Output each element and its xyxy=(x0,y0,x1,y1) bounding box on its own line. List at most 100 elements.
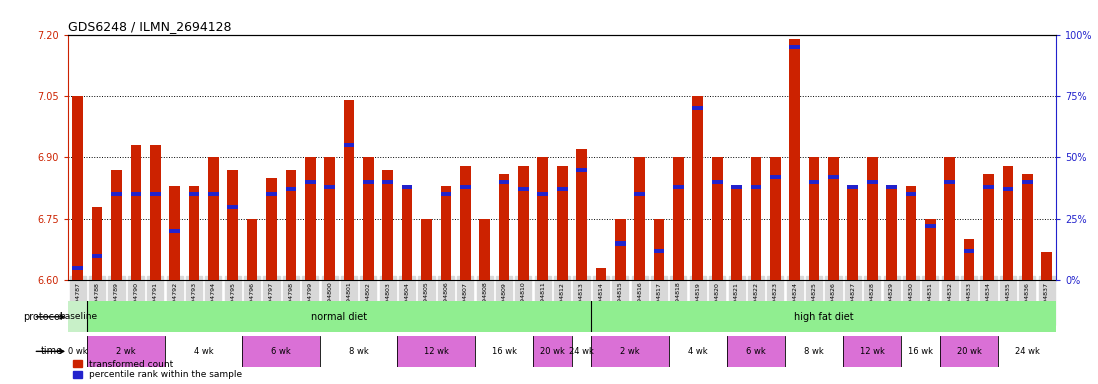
Bar xyxy=(925,224,935,228)
Bar xyxy=(169,229,180,233)
Bar xyxy=(88,301,591,332)
Bar xyxy=(189,186,200,280)
Text: 6 wk: 6 wk xyxy=(271,347,291,356)
Bar xyxy=(305,180,315,184)
Bar xyxy=(344,143,355,147)
Bar xyxy=(68,301,88,332)
Text: GDS6248 / ILMN_2694128: GDS6248 / ILMN_2694128 xyxy=(68,20,232,33)
Bar xyxy=(653,249,664,253)
Bar xyxy=(848,185,859,189)
Bar xyxy=(480,219,490,280)
Text: 24 wk: 24 wk xyxy=(569,347,594,356)
Bar xyxy=(712,157,722,280)
Bar xyxy=(169,186,180,280)
Bar xyxy=(397,336,475,367)
Text: 20 wk: 20 wk xyxy=(540,347,565,356)
Bar xyxy=(1022,174,1032,280)
Bar xyxy=(324,157,335,280)
Bar xyxy=(363,157,373,280)
Bar xyxy=(998,336,1056,367)
Bar xyxy=(227,205,238,209)
Bar xyxy=(131,145,142,280)
Bar xyxy=(901,336,940,367)
Text: 2 wk: 2 wk xyxy=(116,347,136,356)
Bar xyxy=(150,145,160,280)
Bar xyxy=(402,186,413,280)
Bar xyxy=(595,268,606,280)
Bar xyxy=(576,168,587,172)
Bar xyxy=(731,186,742,280)
Bar xyxy=(165,336,243,367)
Bar xyxy=(440,186,451,280)
Bar xyxy=(88,336,165,367)
Bar xyxy=(944,157,955,280)
Bar xyxy=(285,170,296,280)
Text: normal diet: normal diet xyxy=(312,312,368,322)
Bar xyxy=(591,301,1056,332)
Bar xyxy=(518,166,529,280)
Bar xyxy=(673,185,684,189)
Bar xyxy=(906,192,916,196)
Bar xyxy=(285,187,296,192)
Bar xyxy=(843,336,901,367)
Bar xyxy=(324,185,335,189)
Bar xyxy=(731,185,742,189)
Text: 8 wk: 8 wk xyxy=(804,347,824,356)
Bar xyxy=(669,336,727,367)
Text: baseline: baseline xyxy=(58,312,97,321)
Bar xyxy=(964,249,974,253)
Bar xyxy=(1041,252,1052,280)
Bar xyxy=(305,157,315,280)
Text: 8 wk: 8 wk xyxy=(349,347,369,356)
Bar xyxy=(886,186,897,280)
Bar xyxy=(944,180,955,184)
Bar xyxy=(727,336,785,367)
Bar xyxy=(344,100,355,280)
Bar xyxy=(940,336,998,367)
Bar xyxy=(712,180,722,184)
Bar xyxy=(460,185,471,189)
Bar xyxy=(440,192,451,196)
Bar xyxy=(789,39,800,280)
Bar xyxy=(557,187,568,192)
Bar xyxy=(557,166,568,280)
Bar xyxy=(72,96,83,280)
Bar xyxy=(828,175,839,179)
Bar xyxy=(266,178,277,280)
Text: time: time xyxy=(41,346,63,356)
Bar xyxy=(809,180,819,184)
Text: 4 wk: 4 wk xyxy=(688,347,707,356)
Bar xyxy=(247,219,257,280)
Bar xyxy=(906,186,916,280)
Bar xyxy=(886,185,897,189)
Bar xyxy=(591,336,669,367)
Bar xyxy=(770,157,781,280)
Bar xyxy=(92,254,102,258)
Bar xyxy=(382,180,393,184)
Bar xyxy=(243,336,320,367)
Bar xyxy=(673,157,684,280)
Bar xyxy=(498,174,509,280)
Bar xyxy=(867,180,877,184)
Bar xyxy=(518,187,529,192)
Bar xyxy=(131,192,142,196)
Bar xyxy=(828,157,839,280)
Bar xyxy=(867,157,877,280)
Bar xyxy=(1002,166,1013,280)
Legend: transformed count, percentile rank within the sample: transformed count, percentile rank withi… xyxy=(72,360,242,379)
Bar xyxy=(72,266,83,270)
Text: protocol: protocol xyxy=(23,312,63,322)
Text: 2 wk: 2 wk xyxy=(620,347,640,356)
Bar xyxy=(964,239,974,280)
Bar xyxy=(320,336,397,367)
Text: 12 wk: 12 wk xyxy=(860,347,885,356)
Bar xyxy=(751,185,761,189)
Text: 16 wk: 16 wk xyxy=(492,347,516,356)
Bar xyxy=(693,96,703,280)
Bar xyxy=(402,185,413,189)
Bar xyxy=(693,106,703,110)
Bar xyxy=(189,192,200,196)
Bar xyxy=(68,336,88,367)
Bar xyxy=(363,180,373,184)
Bar xyxy=(615,242,626,245)
